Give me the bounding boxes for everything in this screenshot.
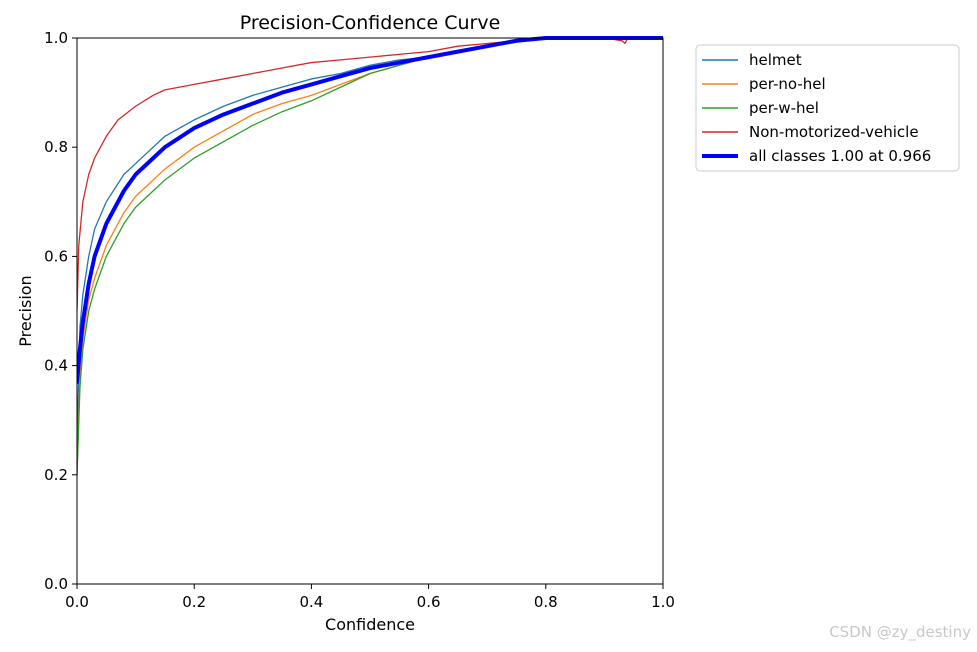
chart-title: Precision-Confidence Curve bbox=[240, 12, 501, 34]
x-tick-label: 0.2 bbox=[182, 593, 206, 611]
x-tick-label: 0.8 bbox=[534, 593, 558, 611]
legend-label: per-no-hel bbox=[749, 75, 826, 93]
legend-label: all classes 1.00 at 0.966 bbox=[749, 147, 931, 165]
y-tick-label: 0.4 bbox=[44, 357, 68, 375]
x-tick-label: 0.6 bbox=[417, 593, 441, 611]
series-line-4 bbox=[77, 36, 663, 384]
y-tick-label: 0.6 bbox=[44, 247, 68, 265]
axes-frame bbox=[76, 37, 664, 585]
series-layer bbox=[77, 36, 663, 476]
series-line-2 bbox=[77, 37, 663, 476]
watermark: CSDN @zy_destiny bbox=[829, 623, 971, 641]
x-tick-label: 1.0 bbox=[651, 593, 675, 611]
y-tick-label: 0.2 bbox=[44, 466, 68, 484]
legend-box bbox=[695, 44, 960, 172]
legend: helmet per-no-hel per-w-hel Non-motorized-v… bbox=[695, 44, 960, 172]
legend-label: per-w-hel bbox=[749, 99, 819, 117]
series-line-1 bbox=[77, 37, 663, 476]
y-axis-label: Precision bbox=[16, 275, 35, 346]
y-tick-label: 0.8 bbox=[44, 138, 68, 156]
series-line-3 bbox=[77, 37, 663, 312]
x-tick-label: 0.0 bbox=[65, 593, 89, 611]
legend-label: helmet bbox=[749, 51, 802, 69]
ticks-layer: 0.0 0.2 0.4 0.6 0.8 1.0 0.0 0.2 0.4 0.6 0.8 1.0 bbox=[44, 29, 675, 611]
x-tick-label: 0.4 bbox=[299, 593, 323, 611]
y-tick-label: 0.0 bbox=[44, 575, 68, 593]
y-tick-label: 1.0 bbox=[44, 29, 68, 47]
series-line-0 bbox=[77, 37, 663, 449]
legend-label: Non-motorized-vehicle bbox=[749, 123, 919, 141]
x-axis-label: Confidence bbox=[325, 615, 415, 634]
